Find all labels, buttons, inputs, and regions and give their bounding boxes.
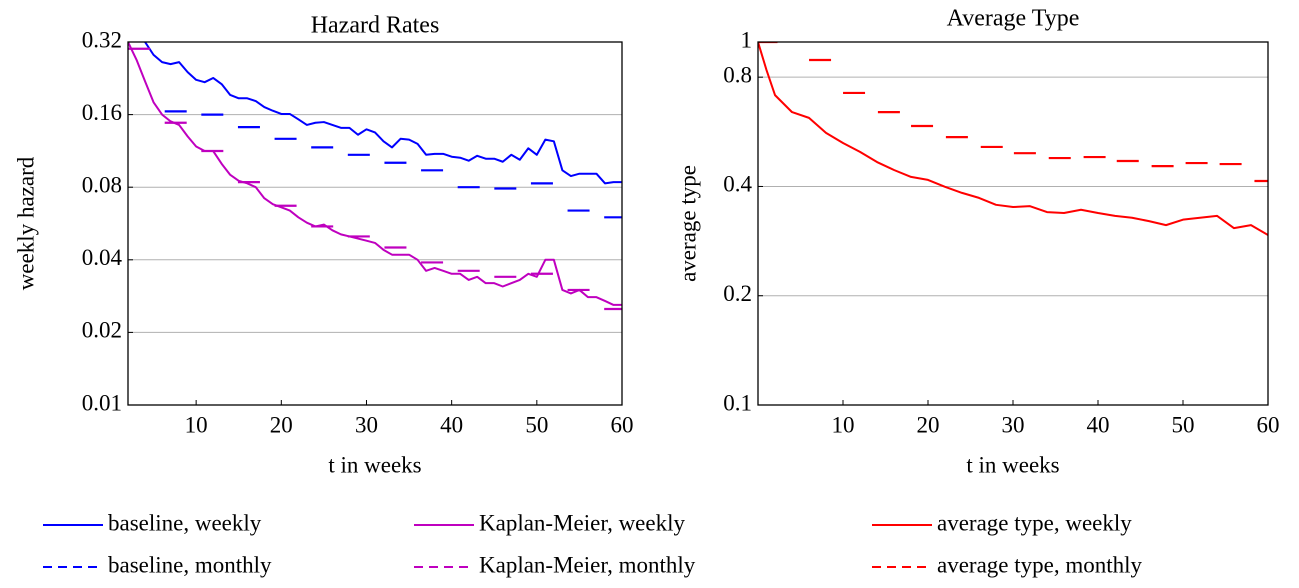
y-tick-label: 0.4 [723,172,752,197]
x-tick-label: 30 [355,412,378,437]
y-tick-label: 0.01 [82,390,122,415]
legend-label: baseline, monthly [108,552,272,577]
x-tick-label: 20 [270,412,293,437]
chart-title: Hazard Rates [311,13,440,39]
legend-label: Kaplan-Meier, monthly [479,552,696,577]
x-tick-label: 40 [1087,412,1110,437]
x-tick-label: 30 [1002,412,1025,437]
x-axis-label: t in weeks [966,452,1059,477]
weekly-line [758,42,1268,236]
x-tick-label: 10 [832,412,855,437]
legend-label: Kaplan-Meier, weekly [479,510,685,535]
y-tick-label: 0.32 [82,27,122,52]
x-axis-label: t in weeks [328,452,421,477]
x-tick-label: 10 [185,412,208,437]
y-tick-label: 1 [741,27,753,52]
y-tick-label: 0.8 [723,62,752,87]
y-tick-label: 0.08 [82,172,122,197]
plot-frame [757,41,1269,406]
y-tick-label: 0.1 [723,390,752,415]
x-tick-label: 40 [440,412,463,437]
plot-area [758,42,1268,236]
x-tick-label: 60 [1257,412,1280,437]
x-tick-label: 20 [917,412,940,437]
x-tick-label: 60 [611,412,634,437]
weekly-line [144,42,622,185]
legend-label: baseline, weekly [108,510,262,535]
y-axis-label: weekly hazard [13,156,38,290]
y-axis-label: average type [675,165,700,282]
y-tick-label: 0.16 [82,100,122,125]
legend-label: average type, weekly [937,510,1132,535]
plot-area [128,42,622,311]
y-tick-label: 0.2 [723,281,752,306]
chart-title: Average Type [947,6,1080,32]
x-tick-label: 50 [525,412,548,437]
plot-frame [127,41,623,406]
legend-label: average type, monthly [937,552,1143,577]
y-tick-label: 0.02 [82,318,122,343]
y-tick-label: 0.04 [82,245,123,270]
x-tick-label: 50 [1172,412,1195,437]
